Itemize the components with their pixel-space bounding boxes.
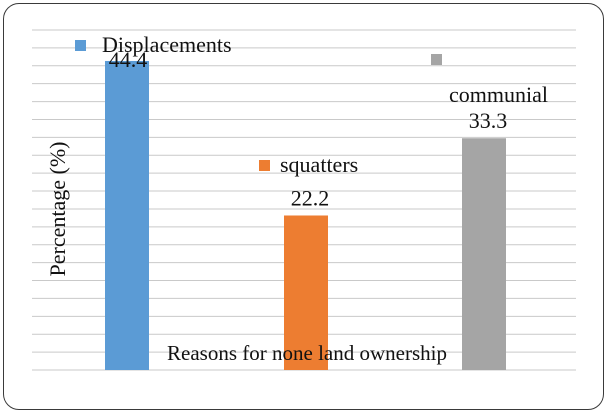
data-label-squatters: 22.2 (291, 185, 330, 210)
data-label-communial: 33.3 (469, 108, 508, 133)
x-axis-label: Reasons for none land ownership (167, 341, 447, 365)
legend-swatch-displacements (75, 40, 86, 51)
category-label-squatters: squatters (280, 152, 358, 177)
legend-swatch-communial (431, 54, 442, 65)
category-label-displacements: Displacements (102, 32, 232, 57)
y-axis-label: Percentage (%) (45, 142, 70, 277)
data-label-displacements: 44.4 (109, 47, 148, 72)
bar-squatters (284, 215, 328, 370)
bar-displacements (105, 60, 149, 370)
legend-swatch-squatters (259, 160, 270, 171)
bar-communial (462, 138, 506, 370)
category-label-communial: communial (449, 82, 548, 107)
chart-frame: Displacements 44.4 squatters 22.2 communial 3… (3, 3, 604, 410)
bars (105, 60, 506, 370)
